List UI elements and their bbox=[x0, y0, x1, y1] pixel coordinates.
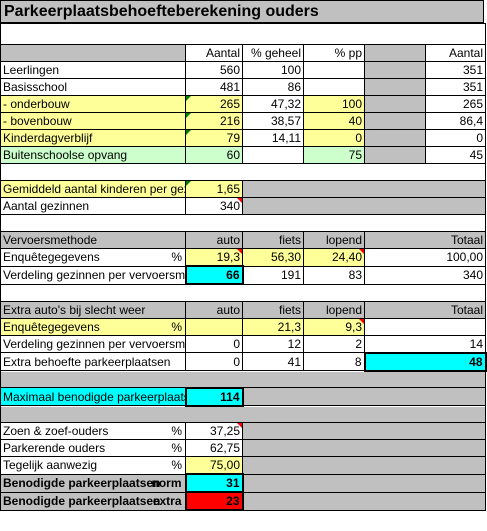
table-row: Enquêtegegevens% 19,3 56,30 24,40 100,00 bbox=[0, 248, 487, 267]
table-row: - onderbouw 265 47,32 100 265 bbox=[0, 95, 487, 113]
table-row: Buitenschoolse opvang 60 75 45 bbox=[0, 146, 487, 164]
section3-header-row: Vervoersmethode auto fiets lopend Totaal bbox=[0, 231, 487, 249]
col-header-pp: % pp bbox=[303, 44, 365, 62]
table-row: Zoen & zoef-ouders% 37,25 bbox=[0, 422, 487, 440]
table-row: Maximaal benodigde parkeerplaatsen 114 bbox=[0, 386, 487, 407]
table-row: Leerlingen 560 100 351 bbox=[0, 61, 487, 79]
spacer-row bbox=[0, 405, 487, 423]
col-header-aantal2: Aantal bbox=[424, 44, 487, 62]
section1-header-row: Aantal % geheel % pp Aantal bbox=[0, 44, 487, 62]
extra-value[interactable]: 23 bbox=[184, 491, 244, 511]
avg-kids-value[interactable]: 1,65 bbox=[185, 180, 243, 198]
sheet-title: Parkeerplaatsbehoefteberekening ouders bbox=[0, 0, 484, 23]
table-row: Verdeling gezinnen per vervoersmiddel 0 … bbox=[0, 334, 487, 353]
section4-header-row: Extra auto's bij slecht weer auto fiets … bbox=[0, 300, 487, 319]
norm-value[interactable]: 31 bbox=[184, 473, 244, 493]
blank-row bbox=[0, 23, 487, 45]
spacer-row bbox=[0, 370, 487, 388]
result-extra-48[interactable]: 48 bbox=[363, 351, 487, 372]
row-label[interactable]: Leerlingen bbox=[0, 61, 186, 79]
col-header-aantal: Aantal bbox=[185, 44, 243, 62]
table-row: Extra behoefte parkeerplaatsen 0 41 8 48 bbox=[0, 351, 487, 372]
blank-row bbox=[0, 283, 487, 302]
blank-row bbox=[0, 214, 487, 232]
avg-kids-label: Gemiddeld aantal kinderen per gezin bbox=[0, 180, 186, 198]
table-row: Tegelijk aanwezig% 75,00 bbox=[0, 456, 487, 475]
table-row: Kinderdagverblijf 79 14,11 0 0 bbox=[0, 129, 487, 147]
gezinnen-value[interactable]: 340 bbox=[185, 197, 243, 215]
table-row: Basisschool 481 86 351 bbox=[0, 78, 487, 96]
blank-row bbox=[0, 163, 487, 181]
gezinnen-label: Aantal gezinnen bbox=[0, 197, 186, 215]
col-header-geheel: % geheel bbox=[242, 44, 304, 62]
result-auto-66[interactable]: 66 bbox=[184, 265, 244, 285]
max-value[interactable]: 114 bbox=[184, 386, 244, 407]
table-row: - bovenbouw 216 38,57 40 86,4 bbox=[0, 112, 487, 130]
table-row: Gemiddeld aantal kinderen per gezin 1,65 bbox=[0, 180, 487, 198]
calculation-table: Aantal % geheel % pp Aantal Leerlingen 5… bbox=[0, 23, 487, 511]
table-row: Parkerende ouders% 62,75 bbox=[0, 439, 487, 457]
max-label: Maximaal benodigde parkeerplaatsen bbox=[0, 387, 186, 406]
table-row: Enquêtegegevens% 21,3 9,3 bbox=[0, 317, 487, 336]
table-row: Benodigde parkeerplaatsen extra 23 bbox=[0, 491, 487, 511]
table-row: Aantal gezinnen 340 bbox=[0, 197, 487, 215]
table-row: Benodigde parkeerplaatsen norm 31 bbox=[0, 473, 487, 493]
table-row: Verdeling gezinnen per vervoersmiddel 66… bbox=[0, 265, 487, 285]
